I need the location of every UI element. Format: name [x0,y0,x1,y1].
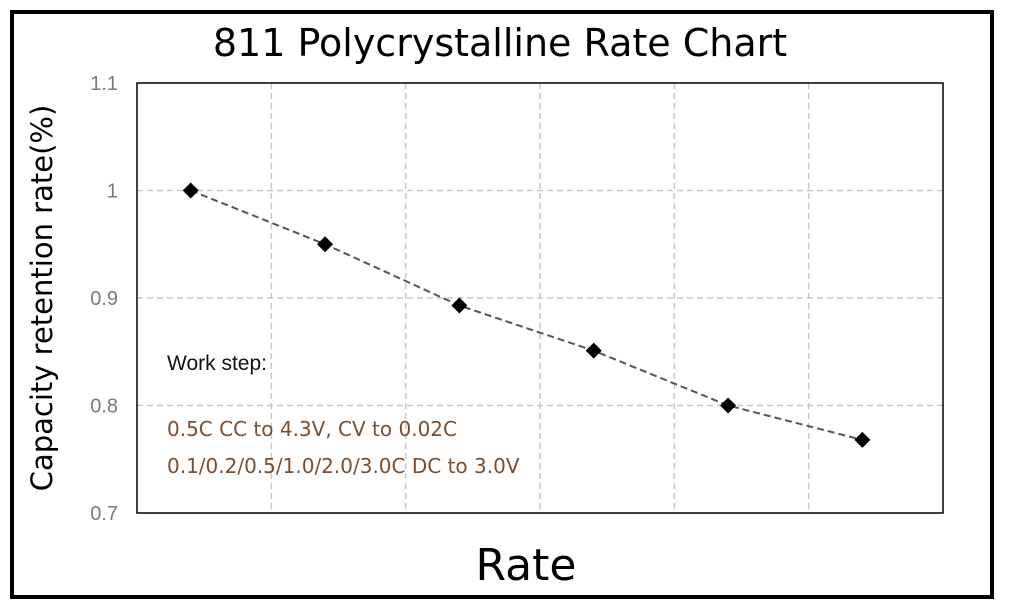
y-axis-ticks: 1.1 1 0.9 0.8 0.7 [90,73,118,525]
y-tick-label: 0.8 [90,396,118,418]
data-point-marker [317,236,334,253]
y-tick-label: 0.7 [90,503,118,525]
plot-area [136,82,944,514]
annotation-line: 0.5C CC to 4.3V, CV to 0.02C [167,417,457,441]
work-step-annotation: Work step: 0.5C CC to 4.3V, CV to 0.02C … [167,352,520,478]
y-tick-label: 0.9 [90,288,118,310]
y-tick-label: 1.1 [90,73,118,95]
grid [137,83,943,513]
data-point-marker [585,342,602,359]
series-line [190,189,863,441]
chart-title: 811 Polycrystalline Rate Chart [213,21,787,65]
annotation-heading: Work step: [167,352,267,375]
x-axis-label: Rate [476,540,577,591]
y-tick-label: 1 [107,181,118,203]
y-axis-label: Capacity retention rate(%) [25,105,59,492]
annotation-line: 0.1/0.2/0.5/1.0/2.0/3.0C DC to 3.0V [167,454,520,478]
data-point-marker [451,297,468,314]
chart-frame [10,10,994,599]
data-point-marker [182,182,199,199]
series [182,182,871,448]
data-point-marker [854,431,871,448]
data-point-marker [720,397,737,414]
